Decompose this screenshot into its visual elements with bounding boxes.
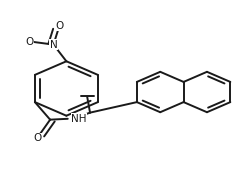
Text: O: O [33, 133, 41, 144]
Text: O: O [25, 37, 34, 47]
Text: NH: NH [71, 114, 87, 124]
Text: O: O [55, 21, 63, 31]
Text: N: N [50, 40, 57, 50]
